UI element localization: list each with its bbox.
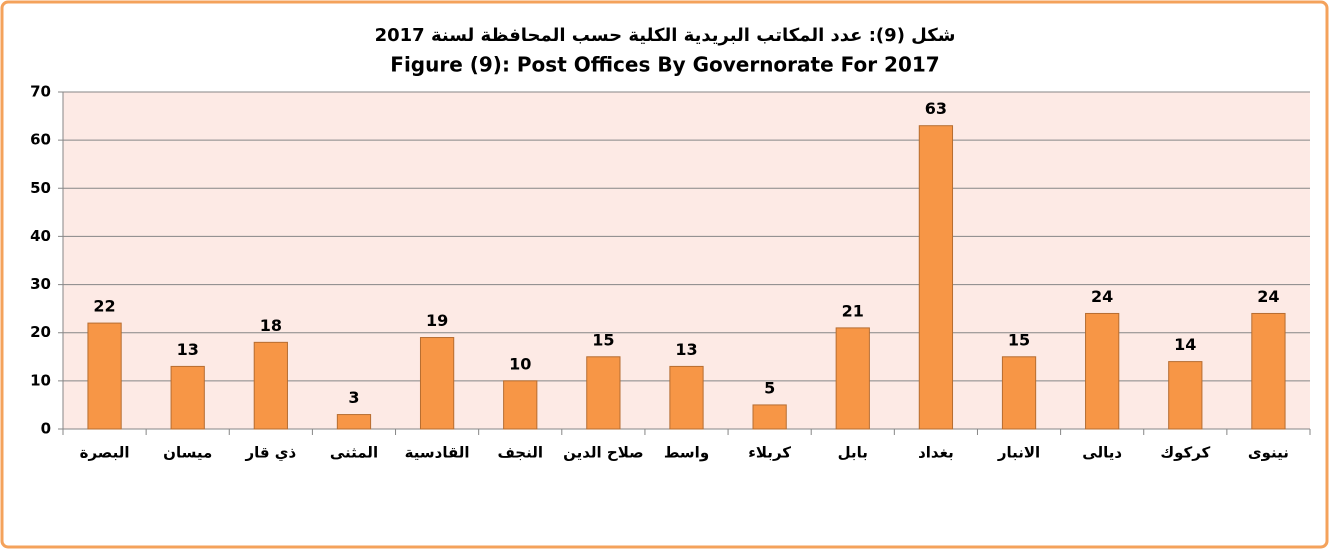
x-tick-label: ميسان	[163, 444, 212, 462]
x-tick-label: ديالى	[1082, 444, 1122, 462]
y-tick-label: 30	[30, 275, 51, 293]
x-tick-label: نينوى	[1248, 444, 1289, 462]
bar	[835, 327, 870, 430]
data-label: 22	[93, 297, 115, 316]
data-label: 5	[764, 378, 775, 397]
chart-title: شكل (9): عدد المكاتب البريدية الكلية حسب…	[375, 25, 956, 46]
x-tick-label: المثنى	[330, 444, 378, 462]
data-label: 15	[592, 330, 614, 349]
data-label: 14	[1174, 335, 1196, 354]
data-label: 10	[509, 354, 531, 373]
x-tick-label: الانبار	[997, 444, 1040, 462]
x-tick-label: بغداد	[918, 444, 954, 462]
bar	[1085, 312, 1120, 430]
bar	[1168, 361, 1203, 430]
bar	[669, 365, 704, 430]
y-tick-label: 40	[30, 227, 51, 245]
bar	[419, 337, 455, 430]
y-tick-label: 10	[30, 371, 51, 389]
x-tick-label: القادسية	[405, 444, 470, 462]
data-label: 24	[1091, 287, 1113, 306]
bar	[336, 414, 372, 430]
data-label: 24	[1257, 287, 1279, 306]
y-tick-label: 20	[30, 323, 51, 341]
x-tick-label: بابل	[838, 444, 868, 462]
y-tick-label: 70	[30, 83, 51, 101]
data-label: 13	[675, 340, 697, 359]
bar	[1001, 356, 1037, 430]
data-label: 15	[1008, 330, 1030, 349]
bar	[253, 341, 288, 430]
x-tick-label: البصرة	[80, 444, 130, 462]
data-label: 21	[842, 301, 864, 320]
y-tick-label: 0	[41, 420, 51, 438]
data-label: 19	[426, 311, 448, 330]
x-tick-label: ذي قار	[244, 444, 296, 463]
x-tick-label: النجف	[497, 444, 543, 462]
bar	[170, 365, 205, 430]
data-label: 13	[177, 340, 199, 359]
bar	[503, 380, 538, 430]
bar	[918, 125, 954, 430]
x-tick-label: كركوك	[1160, 444, 1210, 462]
bar	[586, 356, 621, 430]
chart-subtitle: Figure (9): Post Offices By Governorate …	[390, 53, 939, 77]
data-label: 63	[925, 99, 947, 118]
bar	[1251, 312, 1286, 430]
x-tick-label: صلاح الدين	[563, 444, 644, 462]
y-tick-label: 50	[30, 179, 51, 197]
bar	[87, 322, 122, 430]
x-tick-label: كربلاء	[748, 444, 791, 462]
y-tick-label: 60	[30, 131, 51, 149]
data-label: 18	[260, 316, 282, 335]
data-label: 3	[348, 388, 359, 407]
x-tick-label: واسط	[664, 444, 709, 462]
bar	[752, 404, 787, 430]
